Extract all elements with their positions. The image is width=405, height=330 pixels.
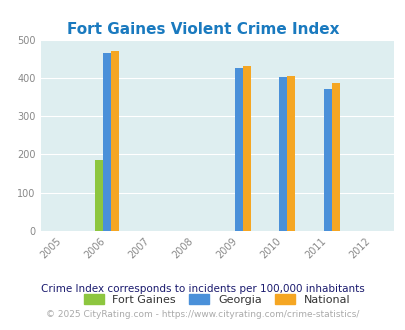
Bar [102, 53, 111, 231]
Text: Fort Gaines Violent Crime Index: Fort Gaines Violent Crime Index [66, 22, 339, 37]
Legend: Fort Gaines, Georgia, National: Fort Gaines, Georgia, National [83, 294, 350, 305]
Bar [287, 76, 294, 231]
Text: © 2025 CityRating.com - https://www.cityrating.com/crime-statistics/: © 2025 CityRating.com - https://www.city… [46, 310, 359, 319]
Bar [323, 88, 331, 231]
Text: Crime Index corresponds to incidents per 100,000 inhabitants: Crime Index corresponds to incidents per… [41, 284, 364, 294]
Bar [95, 160, 102, 231]
Bar [235, 68, 243, 231]
Bar [243, 66, 251, 231]
Bar [279, 78, 287, 231]
Bar [111, 51, 118, 231]
Bar [331, 83, 339, 231]
